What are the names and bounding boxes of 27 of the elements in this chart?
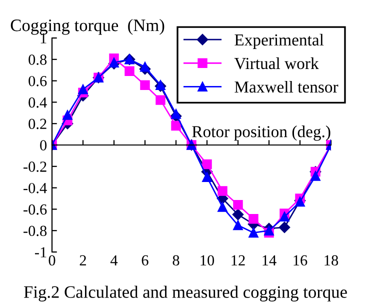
y-tick-label: 0 — [40, 140, 47, 150]
y-tick-label: -0.6 — [24, 204, 47, 215]
legend-label: Experimental — [234, 34, 324, 49]
x-tick-label: 16 — [294, 255, 308, 266]
x-axis-title: Rotor position (deg.) — [192, 126, 330, 141]
x-tick-label: 12 — [232, 255, 245, 266]
y-tick-label: -0.2 — [24, 162, 46, 172]
legend-label: Virtual work — [234, 57, 319, 70]
y-tick-label: -1 — [34, 247, 46, 258]
x-tick-label: 14 — [262, 255, 276, 266]
x-tick-label: 0 — [48, 255, 56, 266]
x-tick-label: 8 — [172, 255, 180, 266]
y-tick-label: 0.2 — [28, 118, 46, 130]
y-tick-label: 0.4 — [28, 97, 47, 108]
y-tick-label: 0.6 — [28, 76, 47, 86]
x-tick-label: 6 — [142, 255, 148, 266]
x-tick-label: 2 — [80, 255, 86, 266]
y-axis-title: Cogging torque (Nm) — [10, 18, 164, 35]
y-tick-label: -0.8 — [24, 226, 47, 236]
caption: Fig.2 Calculated and measured cogging torque — [24, 286, 347, 302]
y-tick-label: -0.4 — [24, 182, 47, 194]
y-tick-label: 1 — [40, 33, 46, 44]
legend-label: Maxwell tensor — [234, 80, 338, 93]
x-tick-label: 4 — [110, 255, 118, 266]
x-tick-label: 10 — [200, 255, 214, 266]
x-tick-label: 18 — [324, 255, 338, 266]
y-tick-label: 0.8 — [28, 54, 47, 65]
